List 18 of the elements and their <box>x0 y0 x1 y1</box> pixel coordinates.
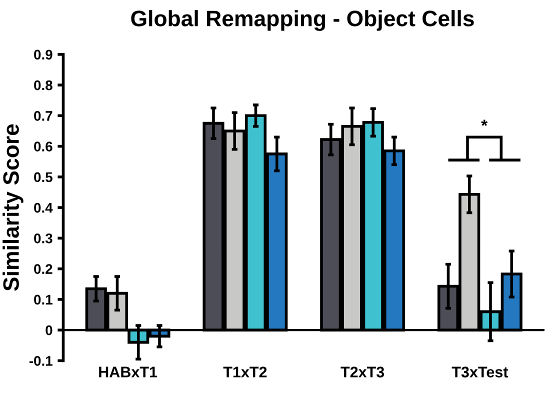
y-tick-label: 0.9 <box>34 50 52 60</box>
y-tick-label: 0 <box>46 325 52 336</box>
y-tick-label: -0.1 <box>29 356 52 366</box>
chart-title: Global Remapping - Object Cells <box>131 10 474 31</box>
y-tick-label: 0.7 <box>34 110 52 121</box>
y-tick-label: 0.1 <box>34 294 52 305</box>
x-tick-label: T2xT3 <box>340 366 384 378</box>
y-tick-label: 0.6 <box>34 142 52 152</box>
x-tick-label: T1xT2 <box>223 366 267 378</box>
y-tick-label: 0.8 <box>34 80 52 90</box>
y-tick-label: 0.5 <box>34 172 52 182</box>
x-tick-label: T3xTest <box>452 366 508 378</box>
y-tick-label: 0.2 <box>34 264 52 274</box>
x-tick-label: HABxT1 <box>99 366 158 378</box>
y-tick-label: 0.3 <box>34 234 52 244</box>
annotation: * <box>481 120 488 126</box>
y-axis-title: Similarity Score <box>2 124 24 291</box>
y-tick-label: 0.4 <box>34 202 53 213</box>
